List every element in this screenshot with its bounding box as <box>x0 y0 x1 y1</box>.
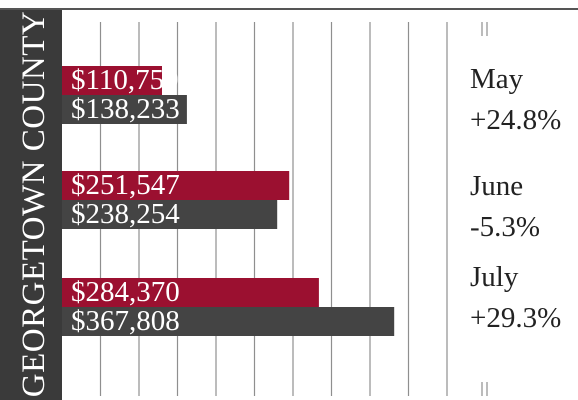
side-title: GEORGETOWN COUNTY <box>16 11 52 397</box>
bar-value-label: $251,547 <box>71 169 180 201</box>
bar-value-label: $138,233 <box>71 93 180 125</box>
bar <box>62 307 395 336</box>
month-label: May <box>470 63 524 95</box>
bars: $110,759$138,233 $251,547$238,254 $284,370… <box>62 64 395 337</box>
bar-value-label: $110,759 <box>71 64 179 96</box>
change-label: -5.3% <box>470 211 540 243</box>
bar-value-label: $367,808 <box>71 305 180 337</box>
bar-value-label: $238,254 <box>71 198 180 230</box>
bar-value-label: $284,370 <box>71 276 180 308</box>
bar <box>62 95 187 124</box>
bar <box>62 200 278 229</box>
side-panel <box>0 8 62 400</box>
month-label: June <box>470 170 523 202</box>
bar <box>62 66 162 95</box>
change-label: +29.3% <box>470 302 561 334</box>
change-label: +24.8% <box>470 104 561 136</box>
bar <box>62 171 290 200</box>
month-label: July <box>470 261 519 293</box>
bar <box>62 278 319 307</box>
month-labels: May +24.8% June -5.3% July +29.3% <box>470 63 561 334</box>
